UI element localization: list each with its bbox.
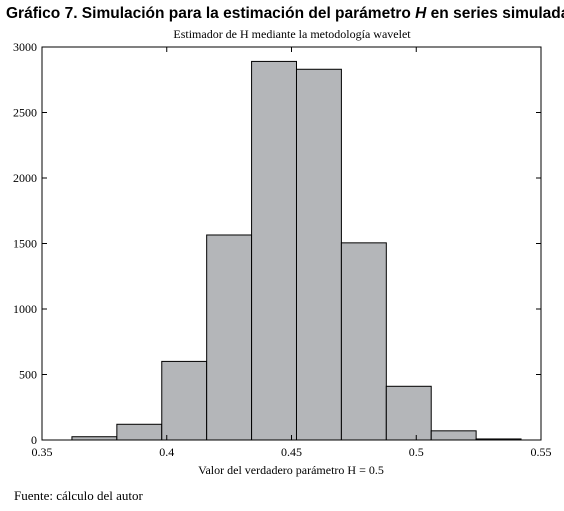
- histogram-bar-3: [161, 360, 208, 441]
- histogram-bar-4: [206, 234, 253, 441]
- x-axis: 0.35 0.4 0.45 0.5 0.55: [32, 47, 552, 459]
- x-axis-label: Valor del verdadero parámetro H = 0.5: [198, 463, 384, 477]
- y-tick-label-1000: 1000: [13, 302, 37, 316]
- y-tick-label-0: 0: [31, 433, 37, 447]
- x-tick-label-0.5: 0.5: [409, 445, 424, 459]
- y-tick-label-2500: 2500: [13, 106, 37, 120]
- y-tick-label-500: 500: [19, 368, 37, 382]
- y-tick-label-3000: 3000: [13, 40, 37, 54]
- bars-group: [71, 60, 522, 441]
- x-tick-label-0.45: 0.45: [281, 445, 302, 459]
- y-tick-label-1500: 1500: [13, 237, 37, 251]
- histogram-bar-5: [251, 60, 297, 441]
- histogram-bar-6: [295, 68, 342, 441]
- chart-subtitle: Estimador de H mediante la metodología w…: [173, 27, 411, 41]
- title-italic-h: H: [415, 5, 427, 22]
- y-axis: 0 500 1000 1500 2000 2500 3000: [13, 40, 541, 447]
- histogram-bar-2: [116, 423, 163, 441]
- x-tick-label-0.4: 0.4: [159, 445, 174, 459]
- x-tick-label-0.55: 0.55: [531, 445, 552, 459]
- source-note: Fuente: cálculo del autor: [14, 488, 143, 503]
- x-tick-label-0.35: 0.35: [32, 445, 53, 459]
- figure-title: Gráfico 7. Simulación para la estimación…: [6, 5, 564, 22]
- histogram-bar-8: [385, 385, 432, 441]
- y-tick-label-2000: 2000: [13, 171, 37, 185]
- histogram-bar-7: [340, 242, 387, 441]
- histogram-bar-9: [430, 430, 477, 441]
